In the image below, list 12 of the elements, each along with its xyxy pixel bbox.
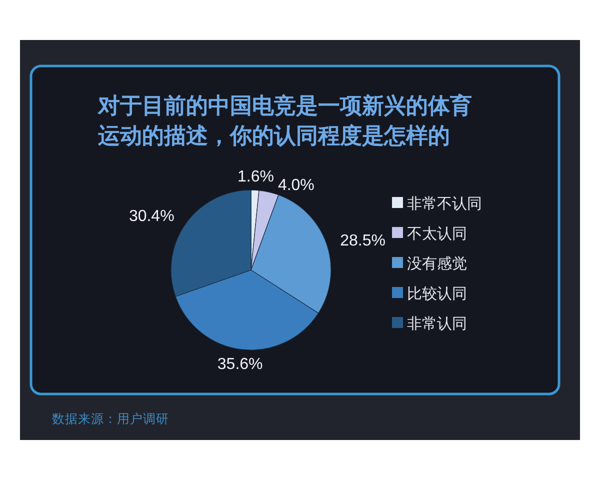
annotation: 数据来源：用户调研	[52, 412, 169, 426]
title: 对于目前的中国电竞是一项新兴的体育运动的描述，你的认同程度是怎样的	[98, 93, 472, 148]
legend-label: 比较认同	[407, 286, 467, 302]
data-label: 1.6%	[237, 168, 274, 186]
data-label: 35.6%	[217, 356, 263, 373]
legend-label: 没有感觉	[407, 256, 467, 272]
legend-label: 非常认同	[407, 316, 467, 332]
legend-label: 非常不认同	[407, 196, 482, 212]
legend-label: 不太认同	[407, 226, 467, 242]
data-label: 30.4%	[128, 208, 174, 226]
data-label: 4.0%	[278, 177, 314, 194]
data-label: 28.5%	[340, 232, 386, 250]
